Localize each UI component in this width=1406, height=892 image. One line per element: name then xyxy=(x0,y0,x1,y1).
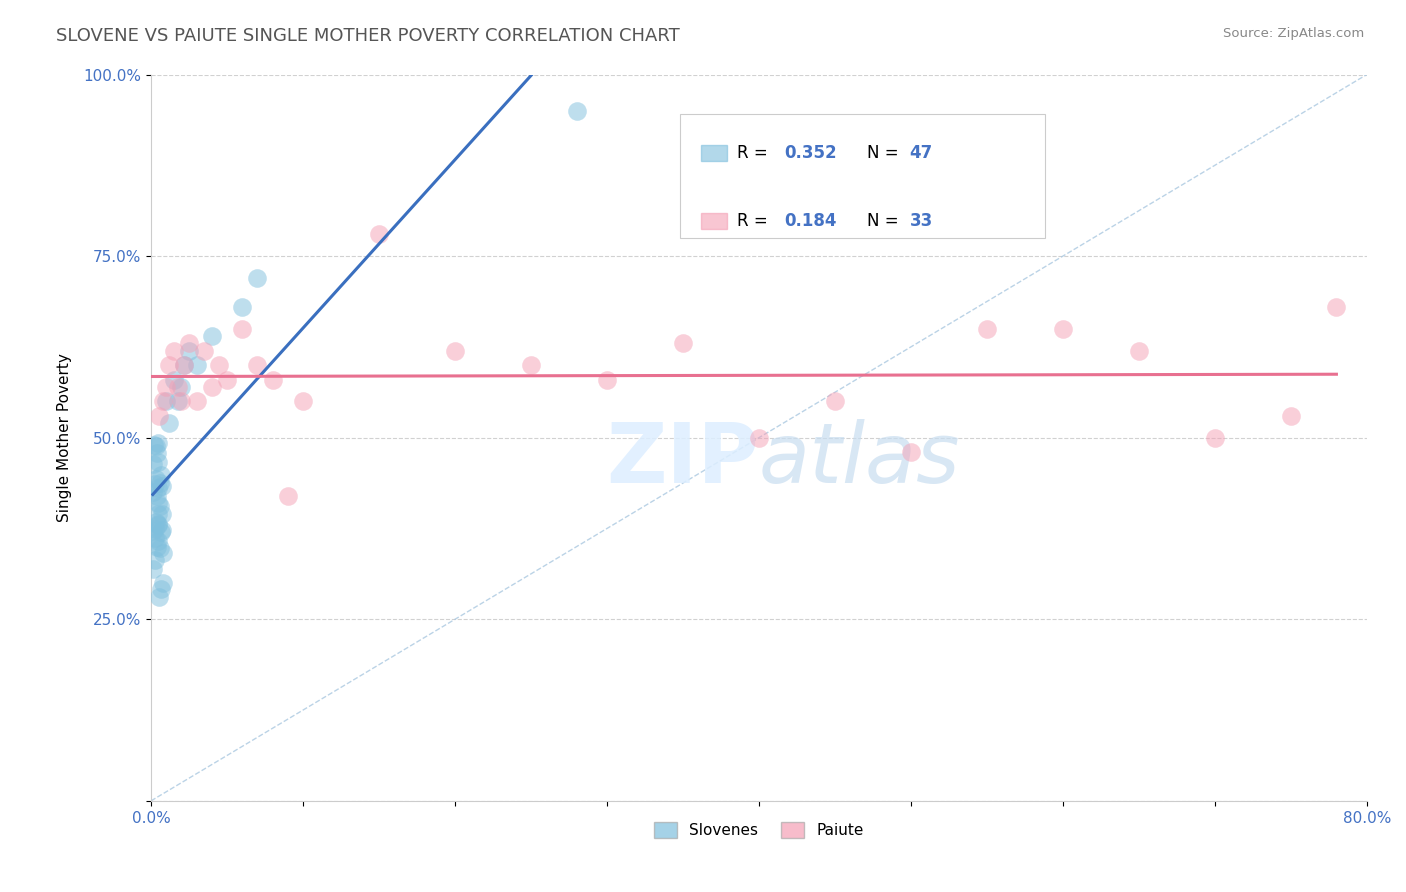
Point xyxy=(1052,322,1074,336)
Point xyxy=(142,485,165,500)
Point xyxy=(170,394,193,409)
Point xyxy=(145,440,167,454)
Point xyxy=(246,358,269,372)
Point xyxy=(149,582,172,596)
Point xyxy=(146,517,169,532)
Point xyxy=(291,394,314,409)
Point xyxy=(145,531,167,545)
Point xyxy=(142,438,165,452)
Point xyxy=(146,436,169,450)
Point xyxy=(142,524,165,539)
Text: Source: ZipAtlas.com: Source: ZipAtlas.com xyxy=(1223,27,1364,40)
Y-axis label: Single Mother Poverty: Single Mother Poverty xyxy=(58,353,72,522)
Point xyxy=(143,522,166,536)
Point xyxy=(262,373,284,387)
Point xyxy=(277,489,299,503)
Text: 0.184: 0.184 xyxy=(785,212,837,230)
Point xyxy=(520,358,543,372)
Point xyxy=(215,373,238,387)
Point xyxy=(163,343,186,358)
Point xyxy=(152,575,174,590)
Point xyxy=(193,343,215,358)
Point xyxy=(177,336,200,351)
Point xyxy=(146,534,169,549)
Point xyxy=(149,467,172,482)
Point xyxy=(146,455,169,469)
Point xyxy=(186,394,208,409)
Point xyxy=(149,541,172,556)
Text: N =: N = xyxy=(868,144,904,162)
Point xyxy=(146,541,169,555)
Point xyxy=(167,380,190,394)
Point xyxy=(201,380,224,394)
Point xyxy=(149,499,172,513)
Point xyxy=(145,472,167,486)
Point xyxy=(1204,431,1226,445)
Point xyxy=(152,394,174,409)
Point xyxy=(173,358,195,372)
FancyBboxPatch shape xyxy=(681,114,1045,238)
Point xyxy=(152,546,174,560)
Point xyxy=(565,103,588,118)
Point xyxy=(150,523,173,537)
Point xyxy=(148,507,170,521)
Point xyxy=(143,477,166,491)
Point xyxy=(231,300,253,314)
Point xyxy=(142,457,165,471)
Text: 33: 33 xyxy=(910,212,934,230)
Point xyxy=(148,518,170,533)
Point xyxy=(231,322,253,336)
Point xyxy=(155,394,177,409)
Text: 0.352: 0.352 xyxy=(785,144,837,162)
Point xyxy=(146,496,169,510)
Point xyxy=(1279,409,1302,423)
Point xyxy=(246,271,269,285)
Text: N =: N = xyxy=(868,212,904,230)
Point xyxy=(145,445,167,459)
Point xyxy=(163,373,186,387)
Text: R =: R = xyxy=(737,212,773,230)
Point xyxy=(150,524,173,539)
Point xyxy=(150,479,173,493)
Point xyxy=(201,329,224,343)
Point xyxy=(596,373,619,387)
Text: 47: 47 xyxy=(910,144,934,162)
Point xyxy=(208,358,231,372)
Point xyxy=(170,380,193,394)
Point xyxy=(155,380,177,394)
Point xyxy=(1128,343,1150,358)
FancyBboxPatch shape xyxy=(700,145,727,161)
Point xyxy=(186,358,208,372)
Point xyxy=(748,431,770,445)
Legend: Slovenes, Paiute: Slovenes, Paiute xyxy=(648,816,870,844)
Point xyxy=(148,409,170,423)
Point xyxy=(672,336,695,351)
Point xyxy=(146,482,169,496)
Point xyxy=(444,343,467,358)
Point xyxy=(173,358,195,372)
FancyBboxPatch shape xyxy=(700,213,727,229)
Point xyxy=(157,416,180,430)
Point xyxy=(145,515,167,529)
Point xyxy=(177,343,200,358)
Point xyxy=(149,475,172,490)
Point xyxy=(976,322,998,336)
Point xyxy=(368,227,391,242)
Text: SLOVENE VS PAIUTE SINGLE MOTHER POVERTY CORRELATION CHART: SLOVENE VS PAIUTE SINGLE MOTHER POVERTY … xyxy=(56,27,681,45)
Point xyxy=(824,394,846,409)
Point xyxy=(146,489,169,503)
Text: R =: R = xyxy=(737,144,773,162)
Point xyxy=(152,507,174,521)
Point xyxy=(142,562,165,576)
Point xyxy=(1326,300,1348,314)
Point xyxy=(157,358,180,372)
Text: atlas: atlas xyxy=(759,419,960,500)
Point xyxy=(143,553,166,567)
Point xyxy=(167,394,190,409)
Point xyxy=(900,445,922,459)
Point xyxy=(148,591,170,605)
Text: ZIP: ZIP xyxy=(606,419,759,500)
